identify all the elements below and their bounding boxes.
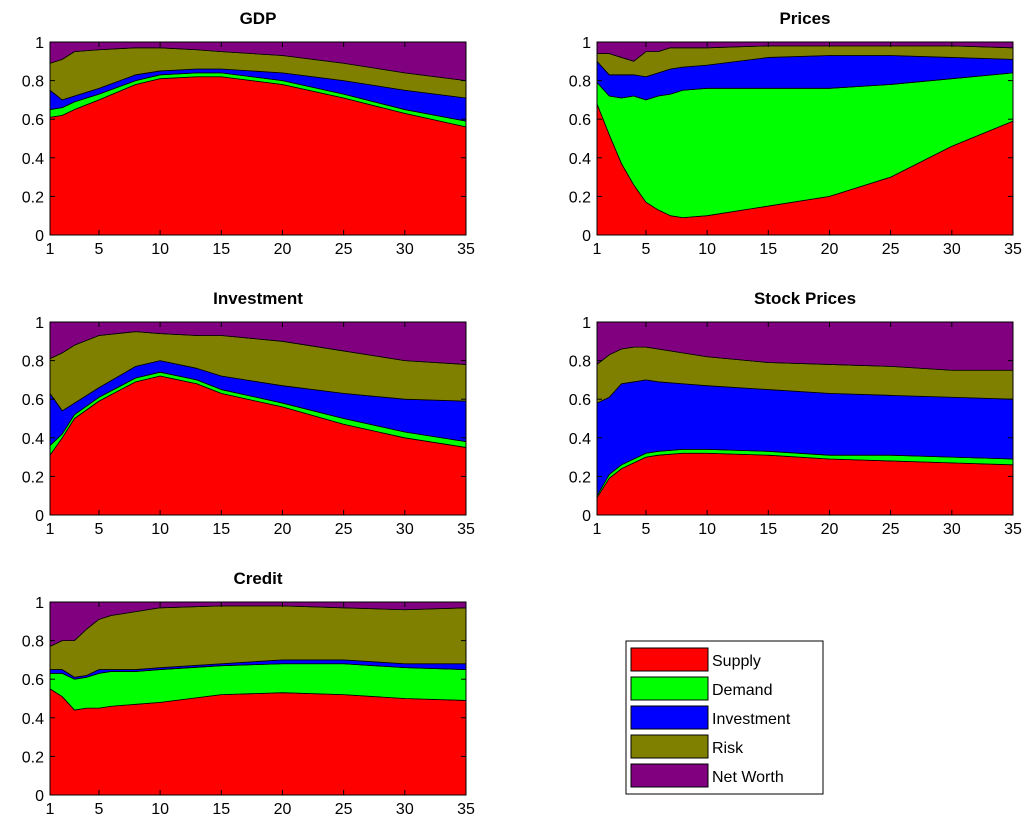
y-tick-label: 0.6 xyxy=(569,392,591,409)
y-tick-label: 0.2 xyxy=(22,189,44,206)
y-tick-label: 0 xyxy=(35,228,44,245)
x-tick-label: 1 xyxy=(46,241,55,258)
legend-swatch-supply xyxy=(630,647,709,672)
x-tick-label: 5 xyxy=(641,521,650,538)
x-tick-label: 5 xyxy=(94,521,103,538)
x-tick-label: 15 xyxy=(759,521,777,538)
y-tick-label: 0.2 xyxy=(569,189,591,206)
x-tick-label: 5 xyxy=(94,241,103,258)
x-tick-label: 35 xyxy=(1004,241,1022,258)
x-tick-label: 10 xyxy=(151,241,169,258)
x-tick-label: 15 xyxy=(212,801,230,818)
y-tick-label: 1 xyxy=(582,35,591,52)
x-tick-label: 20 xyxy=(274,801,292,818)
x-tick-label: 15 xyxy=(212,521,230,538)
x-tick-label: 20 xyxy=(821,521,839,538)
x-tick-label: 1 xyxy=(593,241,602,258)
y-tick-label: 0.6 xyxy=(22,392,44,409)
y-tick-label: 0.8 xyxy=(22,634,44,651)
legend: Supply Demand Investment Risk Net Worth xyxy=(625,640,824,795)
legend-label-investment: Investment xyxy=(712,711,791,728)
y-tick-label: 0.4 xyxy=(22,711,44,728)
x-tick-label: 35 xyxy=(457,521,475,538)
x-tick-label: 20 xyxy=(274,241,292,258)
y-tick-label: 0 xyxy=(35,508,44,525)
y-tick-label: 0.6 xyxy=(22,112,44,129)
x-tick-label: 1 xyxy=(46,801,55,818)
x-tick-label: 5 xyxy=(94,801,103,818)
x-tick-label: 25 xyxy=(882,241,900,258)
x-tick-label: 15 xyxy=(212,241,230,258)
panel-title: GDP xyxy=(240,9,277,28)
x-tick-label: 30 xyxy=(396,521,414,538)
x-tick-label: 10 xyxy=(698,241,716,258)
y-tick-label: 0.2 xyxy=(22,749,44,766)
x-tick-label: 30 xyxy=(943,521,961,538)
y-tick-label: 0.8 xyxy=(569,354,591,371)
x-tick-label: 10 xyxy=(698,521,716,538)
y-tick-label: 1 xyxy=(35,315,44,332)
y-tick-label: 0.8 xyxy=(22,354,44,371)
legend-swatch-risk xyxy=(630,734,709,759)
legend-swatch-demand xyxy=(630,676,709,701)
y-tick-label: 0.6 xyxy=(22,672,44,689)
y-tick-label: 0.4 xyxy=(569,151,591,168)
panel-title: Prices xyxy=(779,9,830,28)
y-tick-label: 0.8 xyxy=(22,74,44,91)
panel-title: Stock Prices xyxy=(754,289,856,308)
axes-box xyxy=(49,321,467,516)
x-tick-label: 20 xyxy=(274,521,292,538)
x-tick-label: 25 xyxy=(335,521,353,538)
x-tick-label: 30 xyxy=(396,241,414,258)
x-tick-label: 10 xyxy=(151,521,169,538)
legend-label-demand: Demand xyxy=(712,682,772,699)
panel-title: Credit xyxy=(233,569,282,588)
y-tick-label: 0.2 xyxy=(22,469,44,486)
x-tick-label: 35 xyxy=(1004,521,1022,538)
y-tick-label: 0.2 xyxy=(569,469,591,486)
y-tick-label: 1 xyxy=(35,35,44,52)
y-tick-label: 0.8 xyxy=(569,74,591,91)
x-tick-label: 30 xyxy=(943,241,961,258)
y-tick-label: 0 xyxy=(582,508,591,525)
x-tick-label: 1 xyxy=(593,521,602,538)
x-tick-label: 30 xyxy=(396,801,414,818)
y-tick-label: 0 xyxy=(582,228,591,245)
x-tick-label: 5 xyxy=(641,241,650,258)
x-tick-label: 35 xyxy=(457,801,475,818)
axes-box xyxy=(49,41,467,236)
x-tick-label: 1 xyxy=(46,521,55,538)
y-tick-label: 0.4 xyxy=(22,431,44,448)
x-tick-label: 25 xyxy=(882,521,900,538)
y-tick-label: 0.4 xyxy=(22,151,44,168)
axes-box xyxy=(596,321,1014,516)
axes-box xyxy=(49,601,467,796)
x-tick-label: 10 xyxy=(151,801,169,818)
panel-title: Investment xyxy=(213,289,303,308)
axes-box xyxy=(596,41,1014,236)
y-tick-label: 1 xyxy=(582,315,591,332)
y-tick-label: 0.6 xyxy=(569,112,591,129)
x-tick-label: 25 xyxy=(335,801,353,818)
legend-swatch-investment xyxy=(630,705,709,730)
legend-label-net-worth: Net Worth xyxy=(712,769,784,786)
legend-swatch-net-worth xyxy=(630,763,709,788)
y-tick-label: 1 xyxy=(35,595,44,612)
y-tick-label: 0.4 xyxy=(569,431,591,448)
legend-label-supply: Supply xyxy=(712,653,761,670)
x-tick-label: 15 xyxy=(759,241,777,258)
legend-label-risk: Risk xyxy=(712,740,744,757)
y-tick-label: 0 xyxy=(35,788,44,805)
x-tick-label: 20 xyxy=(821,241,839,258)
x-tick-label: 25 xyxy=(335,241,353,258)
x-tick-label: 35 xyxy=(457,241,475,258)
